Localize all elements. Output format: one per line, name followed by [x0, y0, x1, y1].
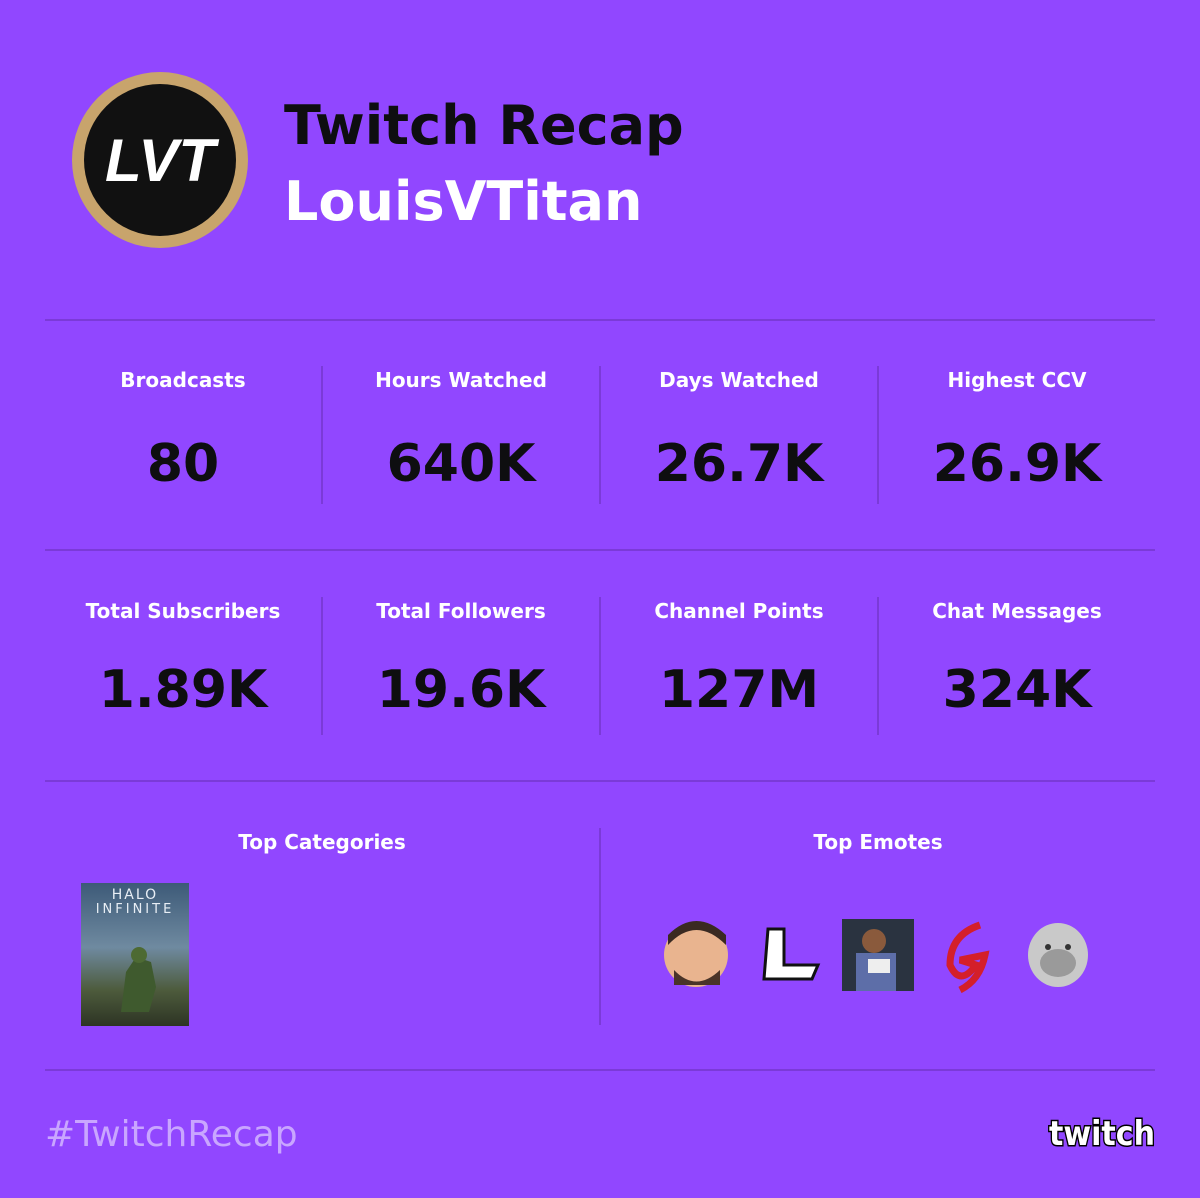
emote	[762, 927, 821, 981]
emote	[842, 919, 914, 991]
divider	[45, 1069, 1155, 1071]
section-title: Top Categories	[238, 830, 406, 854]
cover-text: INFINITE	[95, 902, 175, 917]
divider	[321, 597, 323, 735]
cover-text: HALO	[111, 887, 159, 903]
stat-value: 80	[146, 434, 220, 494]
channel-name: LouisVTitan	[284, 170, 643, 233]
category-cover: HALO INFINITE	[81, 883, 189, 1026]
stat-value: 324K	[942, 660, 1092, 720]
brand: twitch	[1049, 1114, 1155, 1154]
divider	[45, 319, 1155, 321]
title: Twitch Recap	[284, 94, 684, 157]
stat-value: 26.7K	[654, 434, 824, 494]
emote	[664, 921, 728, 987]
section-title: Top Emotes	[813, 830, 943, 854]
stat-label: Highest CCV	[947, 368, 1087, 392]
channel-logo: LVT	[72, 72, 248, 248]
divider	[877, 366, 879, 504]
divider	[599, 828, 601, 1025]
stat-value: 127M	[658, 660, 820, 720]
emote	[946, 921, 990, 994]
stat-label: Total Followers	[376, 599, 546, 623]
cover-art	[121, 947, 156, 1012]
stat-value: 19.6K	[376, 660, 546, 720]
divider	[599, 597, 601, 735]
emote	[1028, 923, 1088, 987]
divider	[877, 597, 879, 735]
divider	[45, 780, 1155, 782]
stat-value: 1.89K	[98, 660, 268, 720]
divider	[45, 549, 1155, 551]
divider	[599, 366, 601, 504]
stat-value: 26.9K	[932, 434, 1102, 494]
divider	[321, 366, 323, 504]
stat-label: Channel Points	[654, 599, 824, 623]
stat-label: Total Subscribers	[85, 599, 281, 623]
stat-label: Hours Watched	[375, 368, 547, 392]
stat-label: Chat Messages	[932, 599, 1102, 623]
stat-value: 640K	[386, 434, 536, 494]
logo-text: LVT	[105, 127, 219, 194]
emotes	[664, 919, 1088, 994]
stat-label: Broadcasts	[120, 368, 246, 392]
twitch-logo: twitch	[1048, 1113, 1157, 1156]
hashtag: #TwitchRecap	[45, 1114, 298, 1155]
stat-label: Days Watched	[659, 368, 819, 392]
